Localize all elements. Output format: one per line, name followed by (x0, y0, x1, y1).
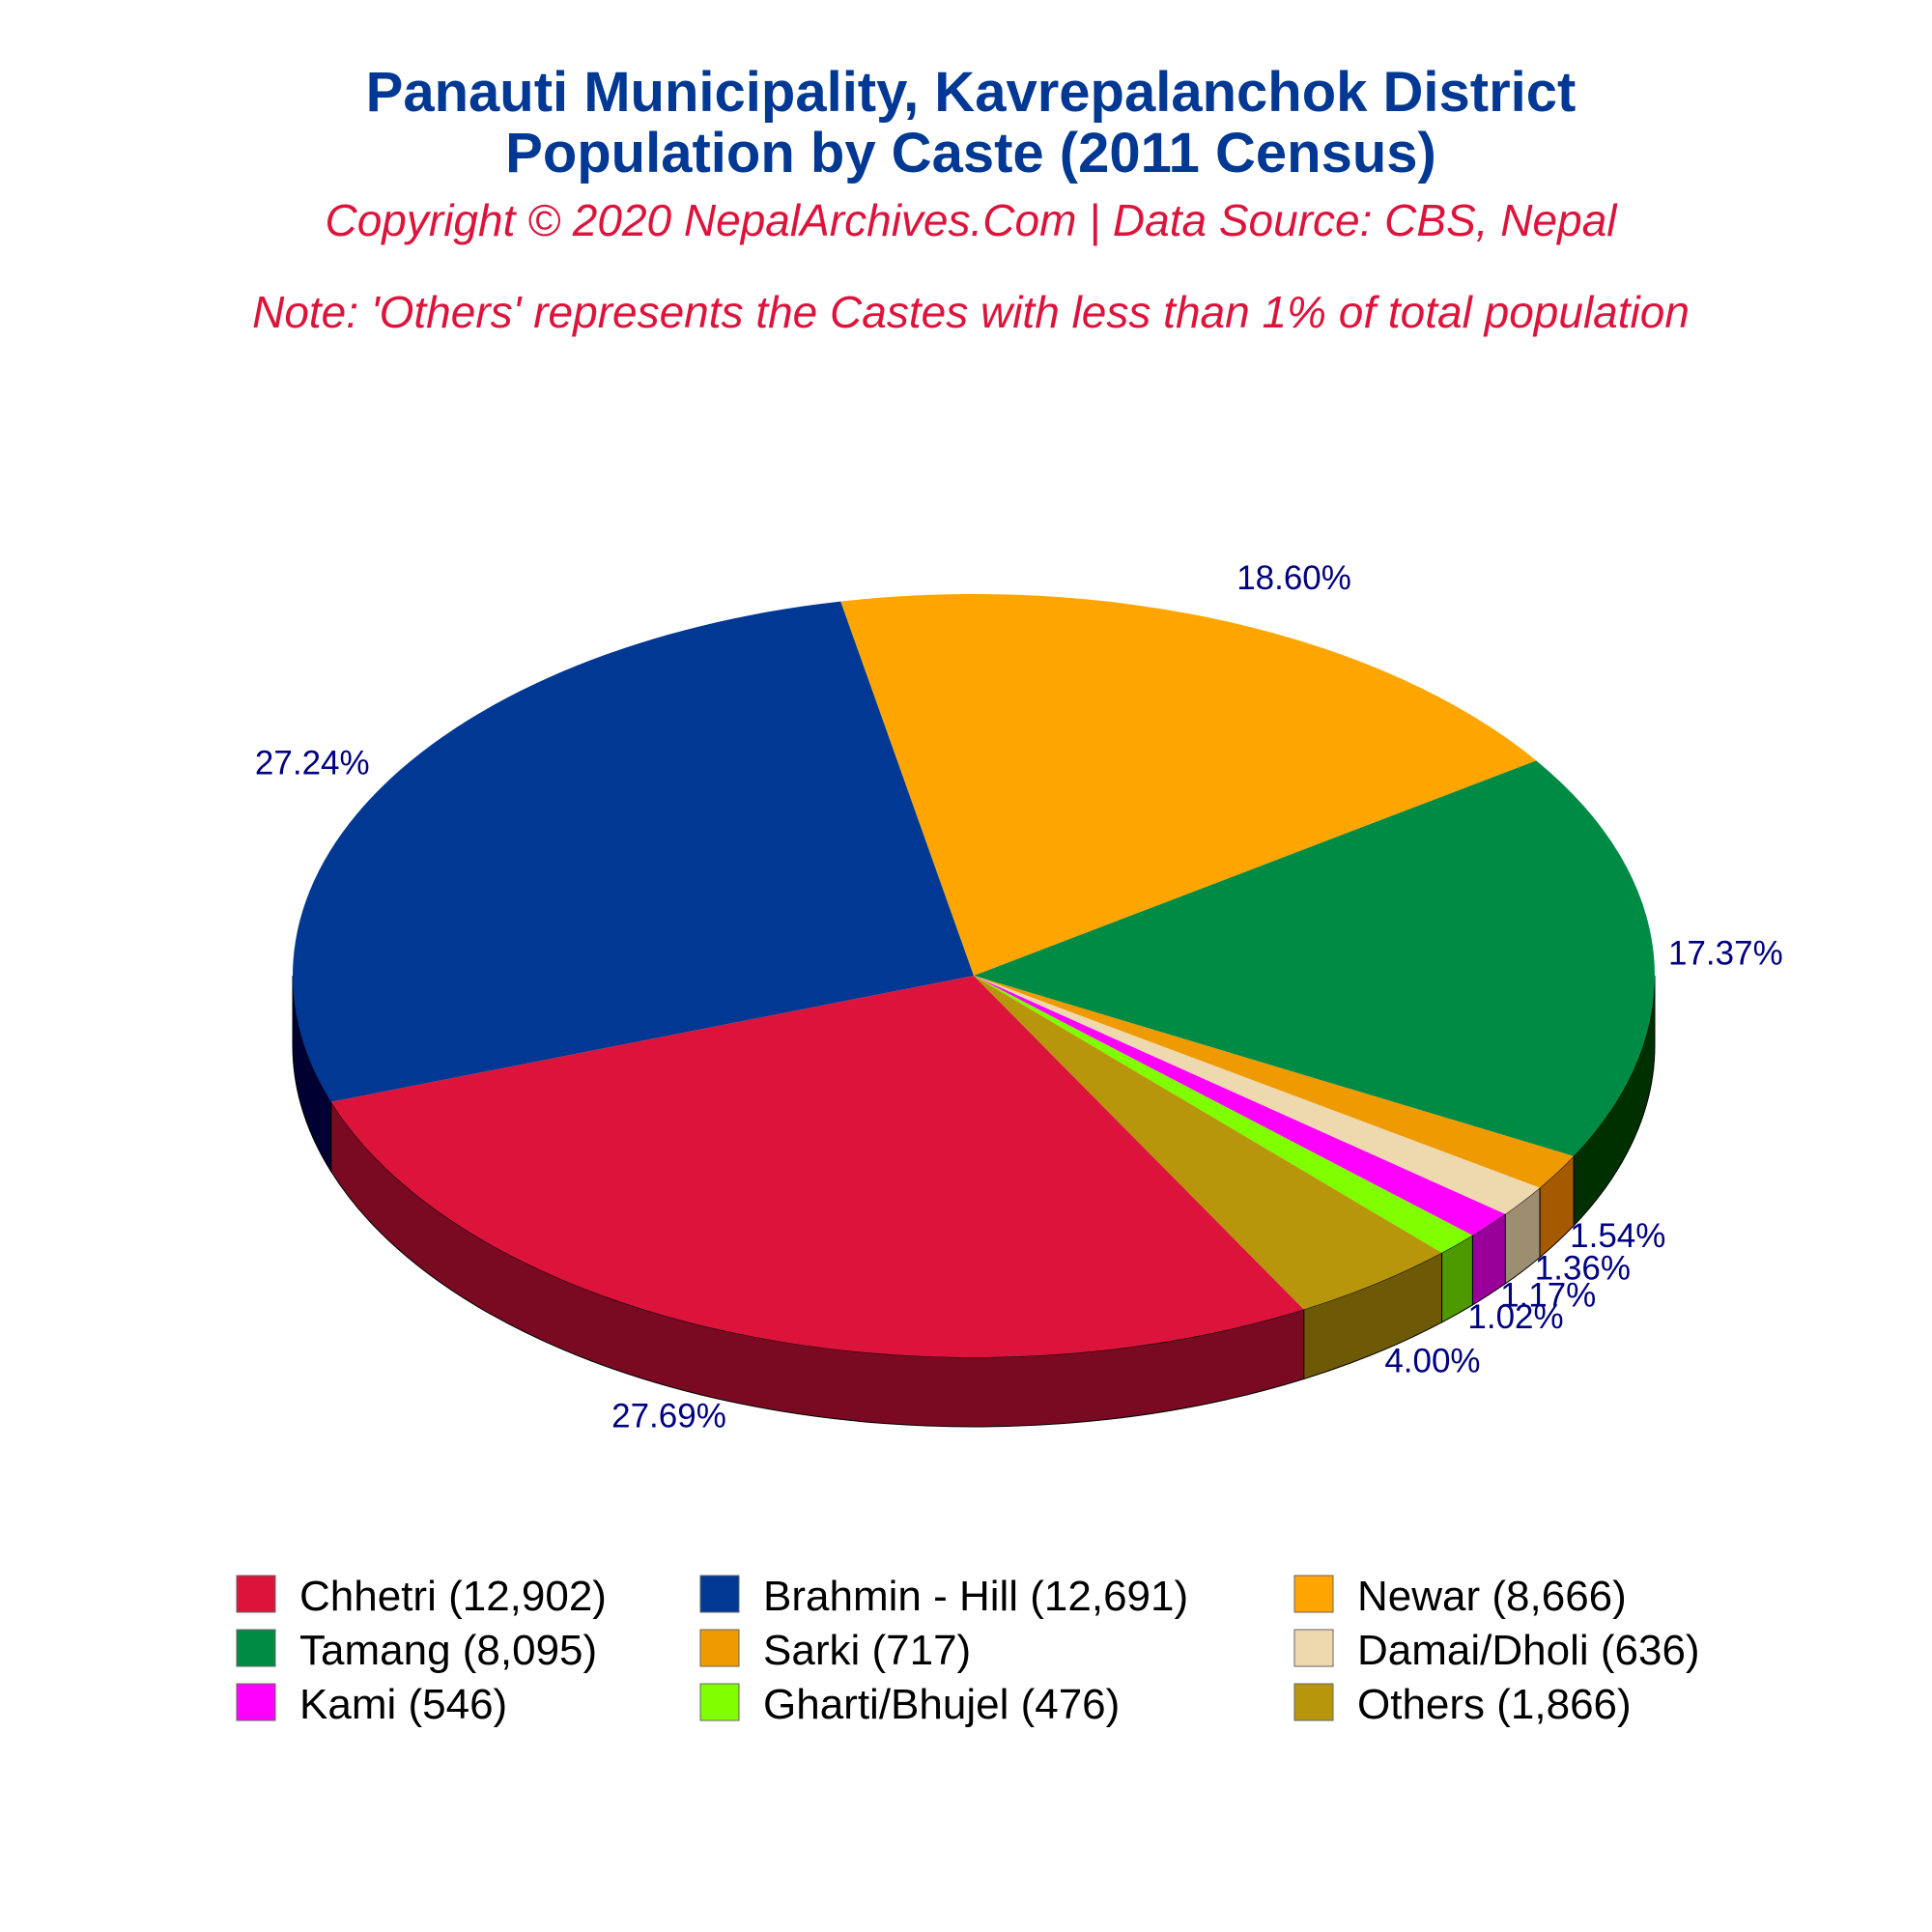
legend-swatch-sarki (699, 1629, 740, 1667)
slice-newar (840, 594, 1537, 976)
pct-label-kami: 1.17% (1500, 1276, 1596, 1314)
pct-label-chhetri: 27.69% (611, 1397, 726, 1435)
others-note: Note: 'Others' represents the Castes wit… (252, 287, 1690, 337)
pct-label-damai-dholi: 1.36% (1535, 1250, 1631, 1288)
legend-label-kami: Kami (546) (299, 1681, 507, 1728)
copyright-note: Copyright © 2020 NepalArchives.Com | Dat… (325, 195, 1618, 245)
slice-gharti-bhujel (974, 976, 1473, 1253)
slice-brahmin-hill (292, 601, 975, 1102)
legend-swatch-kami (236, 1683, 276, 1721)
legend-label-newar: Newar (8,666) (1357, 1573, 1627, 1620)
pct-label-sarki: 1.54% (1570, 1217, 1665, 1255)
legend-swatch-tamang (236, 1629, 276, 1667)
pct-label-newar: 18.60% (1236, 559, 1351, 597)
chart-title-line2: Population by Caste (2011 Census) (505, 122, 1436, 185)
slice-sarki (974, 976, 1575, 1188)
slice-others (974, 976, 1442, 1310)
legend-label-brahmin-hill: Brahmin - Hill (12,691) (763, 1573, 1188, 1620)
legend-swatch-chhetri (236, 1575, 276, 1613)
chart-title-line1: Panauti Municipality, Kavrepalanchok Dis… (366, 61, 1577, 124)
legend-label-others: Others (1,866) (1357, 1681, 1632, 1728)
legend-label-sarki: Sarki (717) (763, 1627, 971, 1674)
pct-label-gharti-bhujel: 1.02% (1467, 1298, 1563, 1336)
legend-label-damai-dholi: Damai/Dholi (636) (1357, 1627, 1700, 1674)
pie-sides (292, 975, 1656, 1428)
slice-damai-dholi (974, 976, 1541, 1214)
legend-label-tamang: Tamang (8,095) (299, 1627, 597, 1674)
legend-swatch-others (1293, 1683, 1334, 1721)
legend-swatch-newar (1293, 1575, 1334, 1613)
slice-tamang (974, 760, 1655, 1156)
legend-swatch-brahmin-hill (699, 1575, 740, 1613)
pct-label-others: 4.00% (1384, 1343, 1480, 1380)
pct-label-tamang: 17.37% (1668, 934, 1783, 972)
legend-swatch-damai-dholi (1293, 1629, 1334, 1667)
slice-kami (974, 976, 1506, 1236)
pie-labels: 27.69% 27.24% 18.60% 17.37% 1.54%1.36%1.17%1… (255, 559, 1783, 1435)
legend-swatch-gharti-bhujel (699, 1683, 740, 1721)
pie-top (292, 594, 1655, 1357)
legend-label-chhetri: Chhetri (12,902) (299, 1573, 607, 1620)
legend: Chhetri (12,902) Brahmin - Hill (12,691) N… (236, 1573, 1700, 1728)
slice-chhetri (330, 976, 1304, 1357)
legend-label-gharti-bhujel: Gharti/Bhujel (476) (763, 1681, 1120, 1728)
pct-label-brahmin-hill: 27.24% (255, 744, 370, 781)
